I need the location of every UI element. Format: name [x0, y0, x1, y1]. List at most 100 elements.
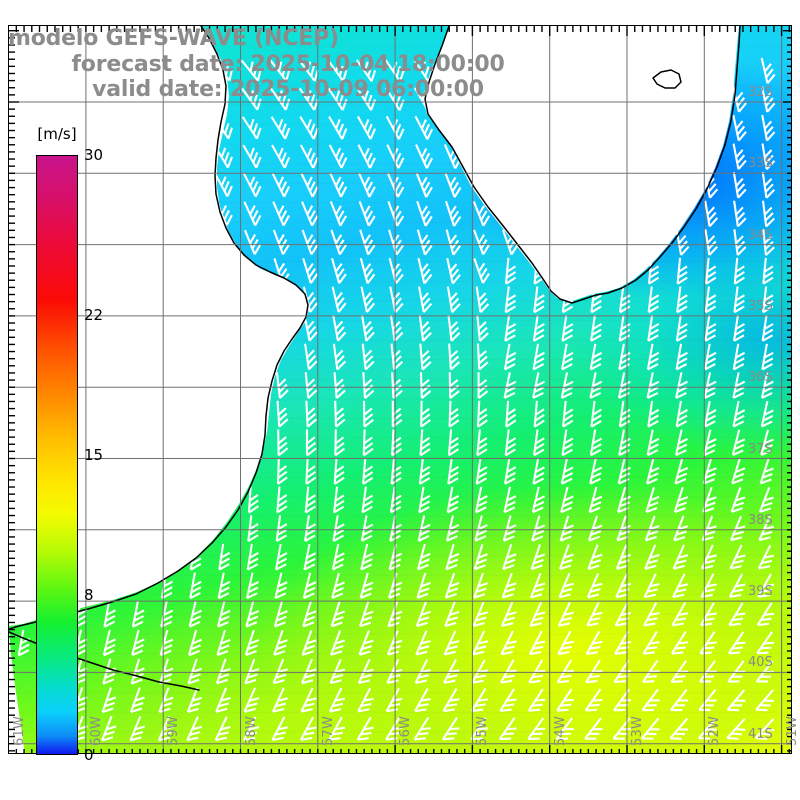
wind-barb: [276, 399, 290, 428]
wind-barb: [302, 600, 321, 631]
wind-barb: [586, 601, 608, 631]
wind-barb: [616, 486, 635, 516]
wind-barb: [391, 428, 404, 457]
wind-barb: [448, 371, 461, 400]
wind-barb: [562, 399, 576, 429]
wind-barb: [270, 110, 294, 140]
wind-barb: [504, 256, 519, 286]
wind-barb: [757, 544, 780, 574]
wind-barb: [675, 371, 692, 401]
lat-tick-label-40S: 40S: [748, 655, 773, 671]
wind-barb: [358, 629, 379, 660]
wind-barb: [618, 314, 634, 344]
wind-barb: [473, 572, 493, 602]
wind-barb: [215, 657, 236, 688]
wind-barb: [647, 314, 663, 344]
wind-barb: [247, 485, 261, 515]
wind-barb: [414, 687, 437, 717]
wind-barb: [532, 457, 549, 487]
wind-barb: [420, 399, 432, 429]
wind-barb: [245, 571, 263, 602]
wind-barb: [414, 139, 437, 170]
wind-barb: [332, 341, 348, 371]
wind-barb: [504, 285, 519, 315]
wind-barb: [646, 428, 663, 458]
wind-barb: [448, 341, 461, 371]
wind-barb: [329, 168, 351, 198]
wind-barb: [387, 571, 407, 602]
wind-barb: [444, 168, 465, 199]
lon-tick-label-56W: 56W: [398, 716, 414, 746]
wind-barb: [618, 342, 634, 373]
wind-barb: [729, 515, 751, 545]
wind-barb: [503, 485, 520, 516]
wind-barb: [499, 687, 523, 717]
wind-barb: [415, 600, 436, 631]
wind-barb: [418, 457, 433, 487]
wind-barb: [473, 254, 493, 285]
wind-barb: [531, 485, 549, 516]
wind-barb: [761, 198, 777, 228]
wind-barb: [416, 197, 436, 227]
wind-barb: [332, 312, 348, 342]
wind-barb: [386, 629, 408, 660]
wind-barb: [590, 285, 605, 315]
wind-barb: [300, 168, 322, 198]
wind-barb: [304, 514, 319, 544]
wind-barb: [585, 630, 609, 660]
wind-barb: [502, 543, 521, 573]
wind-barb: [732, 371, 749, 401]
wind-barb: [733, 314, 748, 344]
lon-tick-label-52W: 52W: [707, 716, 723, 746]
wind-barb: [533, 256, 548, 286]
wind-barb: [241, 110, 266, 140]
wind-barb: [589, 457, 606, 487]
wind-barb: [699, 601, 723, 631]
wind-barb: [300, 197, 322, 227]
wind-barb: [358, 197, 379, 227]
wind-barb: [470, 687, 495, 717]
wind-barb: [560, 485, 578, 516]
wind-barb: [360, 514, 377, 544]
wind-barb: [356, 716, 380, 746]
wind-barb: [728, 601, 752, 631]
wind-barb: [333, 485, 348, 515]
wind-barb: [642, 630, 666, 660]
colorbar-gradient: [36, 155, 78, 755]
wind-barb: [498, 716, 524, 746]
wind-barb: [334, 428, 346, 457]
wind-barb: [558, 572, 579, 602]
wind-barb: [447, 313, 462, 342]
field-clip: [9, 26, 791, 753]
wind-barb: [477, 371, 489, 400]
wind-barb: [391, 399, 403, 428]
wind-barb: [442, 687, 466, 717]
wind-barb: [589, 342, 606, 373]
wind-barb: [703, 428, 721, 459]
figure-title: modelo GEFS-WAVE (NCEP) forecast date: 2…: [8, 26, 568, 103]
wind-barb: [615, 543, 636, 574]
wind-barb: [272, 197, 293, 227]
wind-barb: [189, 571, 205, 601]
wind-barb: [276, 456, 289, 486]
wind-barb: [758, 486, 779, 517]
wind-barb: [299, 110, 323, 140]
wind-barb: [557, 601, 580, 631]
wind-barb: [673, 514, 693, 545]
wind-barb: [618, 285, 634, 315]
lat-tick-label-35S: 35S: [748, 298, 773, 314]
wind-barb: [331, 543, 349, 573]
lon-tick-label-61W: 61W: [11, 716, 27, 746]
wind-barb: [362, 428, 375, 457]
lat-tick-label-32S: 32S: [748, 85, 773, 100]
wind-barb: [731, 428, 749, 459]
wind-barb: [532, 342, 548, 373]
wind-barb: [729, 544, 751, 574]
wind-barb: [759, 457, 779, 488]
wind-barb: [443, 629, 465, 660]
wind-barb: [702, 486, 722, 516]
wind-barb: [473, 225, 493, 256]
wind-barb: [276, 485, 290, 515]
wind-barb: [560, 457, 577, 487]
wind-barb: [131, 600, 148, 630]
